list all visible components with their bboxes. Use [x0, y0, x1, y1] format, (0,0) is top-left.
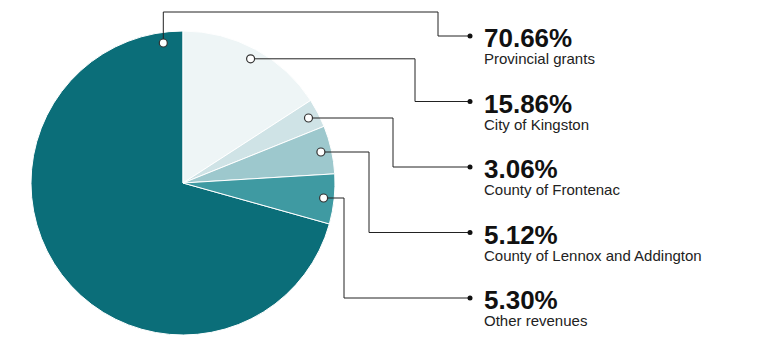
leader-dot	[468, 296, 473, 301]
value-label: 70.66%	[484, 23, 572, 53]
category-label: County of Lennox and Addington	[484, 247, 702, 264]
leader-anchor	[317, 148, 325, 156]
pie-slice	[183, 126, 335, 183]
category-label: County of Frontenac	[484, 181, 620, 198]
leader-anchor	[159, 39, 167, 47]
value-label: 5.30%	[484, 285, 558, 315]
leader-line	[163, 12, 470, 43]
value-label: 5.12%	[484, 220, 558, 250]
value-label: 15.86%	[484, 89, 572, 119]
leader-anchor	[247, 55, 255, 63]
slices	[31, 31, 335, 335]
value-label: 3.06%	[484, 154, 558, 184]
leader-anchor	[305, 114, 313, 122]
leader-dot	[468, 230, 473, 235]
leader-dot	[468, 34, 473, 39]
category-label: Provincial grants	[484, 50, 595, 67]
leader-line	[251, 59, 470, 102]
chart: 70.66%Provincial grants 15.86%City of Kin…	[0, 0, 771, 357]
labels: 70.66%Provincial grants 15.86%City of Kin…	[484, 23, 702, 329]
leader-lines	[159, 12, 472, 301]
leader-dot	[468, 165, 473, 170]
pie-slice	[183, 174, 335, 224]
leader-dot	[468, 99, 473, 104]
leader-line	[321, 152, 470, 233]
leader-anchor	[320, 194, 328, 202]
category-label: City of Kingston	[484, 116, 589, 133]
leader-line	[324, 198, 470, 298]
leader-line	[309, 118, 471, 167]
category-label: Other revenues	[484, 312, 587, 329]
